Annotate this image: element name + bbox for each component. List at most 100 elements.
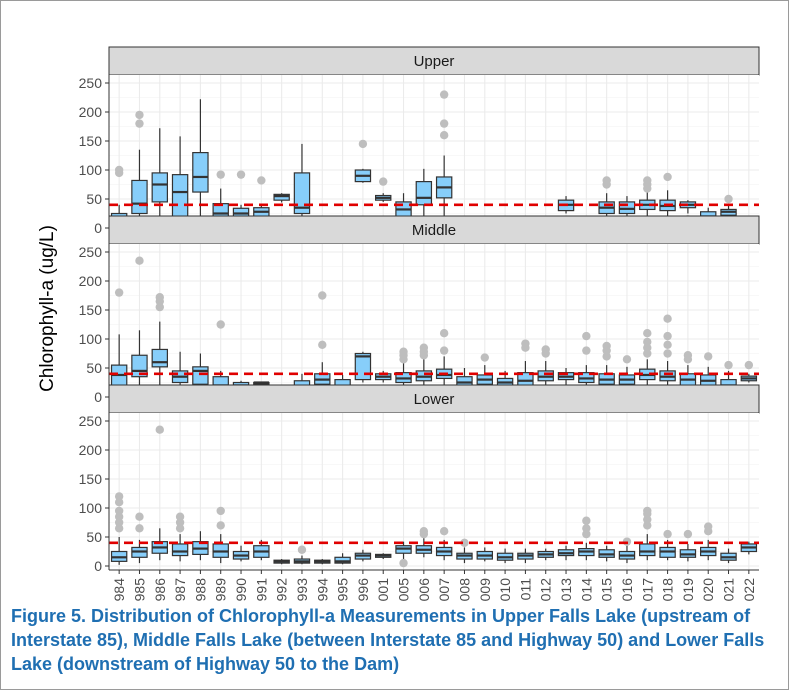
box-upper-1996 xyxy=(354,139,372,183)
x-tick-label-1985: 1985 xyxy=(131,578,147,601)
box-lower-1985 xyxy=(131,512,148,564)
x-tick-label-2006: 2006 xyxy=(416,578,432,601)
outlier-point xyxy=(175,512,185,521)
box-upper-2007 xyxy=(435,90,453,217)
panel-strip-upper xyxy=(108,46,760,76)
x-tick-label-2008: 2008 xyxy=(456,578,472,601)
x-tick-label-1992: 1992 xyxy=(274,578,290,601)
box-upper-1987 xyxy=(171,136,189,223)
box-middle-2011 xyxy=(517,339,534,392)
box-lower-1994 xyxy=(314,559,331,565)
box-iqr xyxy=(151,348,168,368)
x-tick-label-2011: 2011 xyxy=(517,578,533,601)
outlier-point xyxy=(379,177,388,186)
outlier-point xyxy=(724,360,733,370)
outlier-point xyxy=(135,512,144,521)
box-upper-1992 xyxy=(273,193,290,203)
outlier-point xyxy=(358,139,368,149)
box-middle-2014 xyxy=(578,331,595,389)
y-tick-label-upper-100: 100 xyxy=(79,162,103,178)
outlier-point xyxy=(541,345,550,354)
outlier-point xyxy=(318,291,327,300)
x-tick-label-1989: 1989 xyxy=(213,578,229,601)
box-upper-1986 xyxy=(151,128,168,226)
outlier-point xyxy=(439,329,449,338)
outlier-point xyxy=(582,529,591,539)
box-middle-2022 xyxy=(740,360,758,383)
x-tick-label-2015: 2015 xyxy=(599,578,615,601)
x-tick-label-2005: 2005 xyxy=(396,578,412,601)
box-lower-1993 xyxy=(293,545,311,565)
y-tick-label-upper-150: 150 xyxy=(79,133,103,149)
box-lower-2001 xyxy=(375,553,392,560)
x-tick-label-2021: 2021 xyxy=(721,578,737,601)
box-lower-2022 xyxy=(740,541,758,555)
box-lower-2009 xyxy=(476,547,493,562)
box-middle-2006 xyxy=(415,343,433,389)
outlier-point xyxy=(114,524,124,533)
x-tick-label-2013: 2013 xyxy=(558,578,574,601)
outlier-point xyxy=(114,506,124,516)
outlier-point xyxy=(297,545,307,554)
box-lower-2006 xyxy=(415,527,433,558)
outlier-point xyxy=(663,314,672,323)
x-tick-label-1993: 1993 xyxy=(294,578,310,601)
outlier-point xyxy=(135,256,144,265)
box-upper-1988 xyxy=(192,99,209,220)
x-tick-label-2007: 2007 xyxy=(436,578,452,601)
outlier-point xyxy=(643,337,652,347)
y-tick-label-lower-0: 0 xyxy=(94,558,102,574)
y-tick-label-lower-200: 200 xyxy=(79,442,103,458)
box-lower-1991 xyxy=(253,539,270,561)
y-tick-label-lower-250: 250 xyxy=(79,413,103,429)
y-tick-label-lower-50: 50 xyxy=(86,529,102,545)
box-lower-1995 xyxy=(334,553,351,565)
figure-caption: Figure 5. Distribution of Chlorophyll-a … xyxy=(11,606,765,674)
box-iqr xyxy=(273,193,290,201)
x-tick-label-2022: 2022 xyxy=(741,578,757,601)
outlier-point xyxy=(602,341,611,351)
outlier-point xyxy=(175,524,185,533)
box-iqr xyxy=(192,152,209,193)
outlier-point xyxy=(521,339,530,348)
box-lower-1987 xyxy=(171,512,189,562)
y-axis-title: Chlorophyll-a (ug/L) xyxy=(37,225,58,392)
box-iqr xyxy=(639,543,656,557)
outlier-point xyxy=(318,340,327,349)
box-middle-1986 xyxy=(151,293,168,389)
outlier-point xyxy=(704,352,713,361)
box-iqr xyxy=(171,543,189,557)
y-tick-label-upper-250: 250 xyxy=(79,75,103,91)
outlier-point xyxy=(683,529,693,539)
box-lower-2011 xyxy=(517,548,534,564)
x-tick-label-1990: 1990 xyxy=(233,578,249,601)
outlier-point xyxy=(663,529,672,539)
box-iqr xyxy=(151,172,168,203)
outlier-point xyxy=(439,527,449,536)
box-lower-2008 xyxy=(456,538,473,564)
x-tick-label-1988: 1988 xyxy=(192,578,208,601)
box-lower-2017 xyxy=(639,506,656,561)
x-tick-label-1996: 1996 xyxy=(355,578,371,601)
panel-strip-middle xyxy=(108,215,760,245)
outlier-point xyxy=(419,527,429,536)
outlier-point xyxy=(114,492,124,501)
outlier-point xyxy=(135,110,144,120)
outlier-point xyxy=(663,172,672,182)
box-lower-2019 xyxy=(679,529,697,562)
x-tick-label-1995: 1995 xyxy=(335,578,351,601)
outlier-point xyxy=(643,515,652,524)
box-middle-2015 xyxy=(598,341,615,392)
box-iqr xyxy=(171,174,189,220)
box-lower-2020 xyxy=(700,522,717,561)
outlier-point xyxy=(114,498,124,507)
x-tick-label-1991: 1991 xyxy=(253,578,269,601)
box-middle-1996 xyxy=(354,351,372,383)
box-middle-2012 xyxy=(537,345,554,389)
y-tick-label-middle-200: 200 xyxy=(79,273,103,289)
box-middle-2018 xyxy=(659,314,676,391)
box-lower-2015 xyxy=(598,545,615,562)
outlier-point xyxy=(643,349,652,358)
box-lower-1984 xyxy=(110,492,128,565)
